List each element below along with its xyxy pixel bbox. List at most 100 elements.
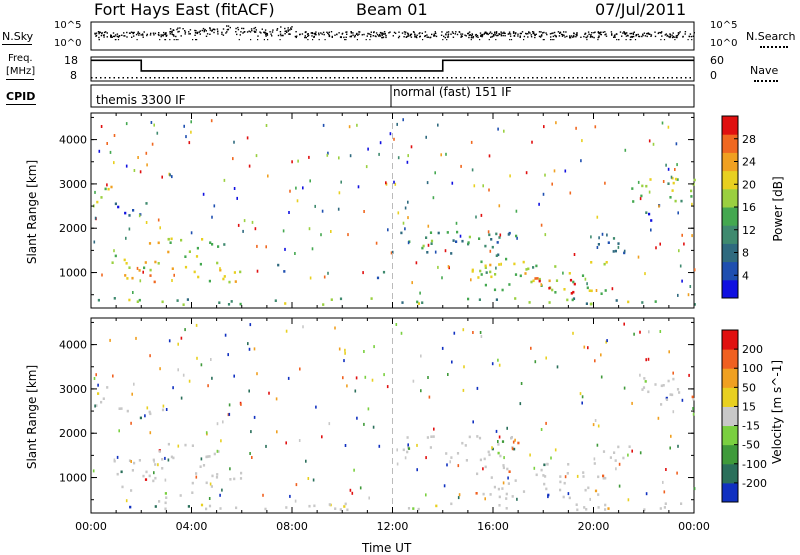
- noise-point: [690, 35, 693, 38]
- echo-cell: [429, 446, 432, 449]
- echo-cell: [139, 416, 142, 420]
- noise-point: [189, 29, 192, 31]
- scatter-echo: [497, 358, 499, 362]
- noise-point: [460, 36, 462, 38]
- noise-point: [149, 34, 152, 36]
- scatter-echo: [427, 243, 430, 247]
- echo-cell: [426, 251, 429, 254]
- noise-point: [264, 29, 267, 31]
- noise-point: [229, 26, 231, 29]
- scatter-echo: [482, 467, 484, 471]
- echo-cell: [227, 303, 231, 306]
- scatter-echo: [113, 458, 116, 462]
- echo-cell: [484, 264, 487, 268]
- noise-point: [494, 31, 496, 33]
- noise-point: [520, 32, 522, 35]
- noise-point: [199, 30, 201, 32]
- noise-point: [242, 27, 245, 30]
- noise-point: [129, 32, 131, 34]
- scatter-echo: [562, 271, 564, 275]
- scatter-echo: [327, 151, 329, 155]
- echo-cell: [493, 485, 496, 489]
- echo-cell: [566, 298, 569, 302]
- search-noise-point: [136, 39, 138, 41]
- echo-cell: [600, 292, 603, 295]
- echo-cell: [154, 476, 157, 480]
- echo-cell: [535, 473, 538, 477]
- scatter-echo: [519, 402, 522, 406]
- echo-cell: [489, 263, 492, 267]
- scatter-echo: [480, 213, 483, 217]
- noise-point: [111, 36, 113, 38]
- noise-point: [280, 34, 282, 37]
- echo-cell: [563, 481, 566, 485]
- noise-point: [406, 32, 409, 34]
- noise-point: [610, 31, 613, 33]
- noise-point: [401, 32, 404, 34]
- noise-point: [106, 36, 108, 38]
- noise-point: [294, 35, 297, 38]
- search-noise-point: [312, 39, 314, 41]
- echo-cell: [145, 470, 148, 474]
- noise-point: [465, 35, 467, 37]
- noise-point: [597, 31, 599, 34]
- nave-label: Nave: [750, 64, 779, 77]
- echo-cell: [513, 262, 516, 266]
- scatter-echo: [581, 139, 583, 143]
- echo-cell: [468, 235, 471, 239]
- scatter-echo: [243, 219, 246, 223]
- scatter-echo: [691, 202, 693, 206]
- x-axis-label: Time UT: [362, 541, 412, 555]
- echo-cell: [674, 199, 677, 203]
- echo-cell: [233, 271, 236, 274]
- echo-cell: [229, 478, 232, 481]
- echo-cell: [429, 231, 433, 234]
- scatter-echo: [663, 490, 666, 494]
- echo-cell: [665, 398, 669, 401]
- noise-point: [676, 36, 678, 39]
- scatter-echo: [471, 168, 474, 172]
- scatter-echo: [391, 250, 394, 254]
- scatter-echo: [375, 241, 378, 245]
- echo-cell: [654, 300, 657, 303]
- echo-cell: [648, 212, 651, 216]
- noise-point: [257, 35, 259, 37]
- noise-point: [289, 29, 291, 31]
- noise-point: [295, 36, 297, 39]
- echo-cell: [158, 450, 161, 453]
- scatter-echo: [530, 346, 532, 350]
- scatter-echo: [146, 163, 148, 167]
- noise-point: [455, 31, 457, 33]
- echo-cell: [145, 202, 148, 205]
- noise-point: [328, 35, 331, 38]
- scatter-echo: [420, 389, 422, 393]
- scatter-echo: [406, 160, 409, 164]
- noise-point: [587, 31, 590, 33]
- scatter-echo: [650, 228, 652, 232]
- echo-cell: [464, 444, 467, 447]
- colorbar-swatch: [722, 387, 738, 407]
- echo-cell: [125, 262, 128, 265]
- noise-point: [198, 31, 200, 33]
- echo-cell: [223, 275, 226, 278]
- noise-point: [326, 31, 328, 33]
- echo-cell: [480, 260, 483, 264]
- noise-point: [171, 33, 173, 35]
- scatter-echo: [262, 493, 264, 497]
- nsearch-tick-low: 10^0: [710, 38, 738, 49]
- noise-point: [131, 36, 133, 38]
- scatter-echo: [525, 171, 528, 175]
- noise-point: [98, 32, 100, 35]
- noise-point: [100, 34, 103, 37]
- scatter-echo: [338, 191, 341, 195]
- colorbar-swatch: [722, 406, 738, 427]
- noise-point: [331, 36, 333, 38]
- noise-point: [221, 31, 223, 34]
- scatter-echo: [531, 140, 533, 144]
- scatter-echo: [195, 475, 198, 479]
- noise-point: [525, 33, 528, 35]
- echo-cell: [501, 288, 504, 292]
- scatter-echo: [529, 453, 531, 457]
- echo-cell: [604, 476, 607, 480]
- scatter-echo: [659, 330, 662, 333]
